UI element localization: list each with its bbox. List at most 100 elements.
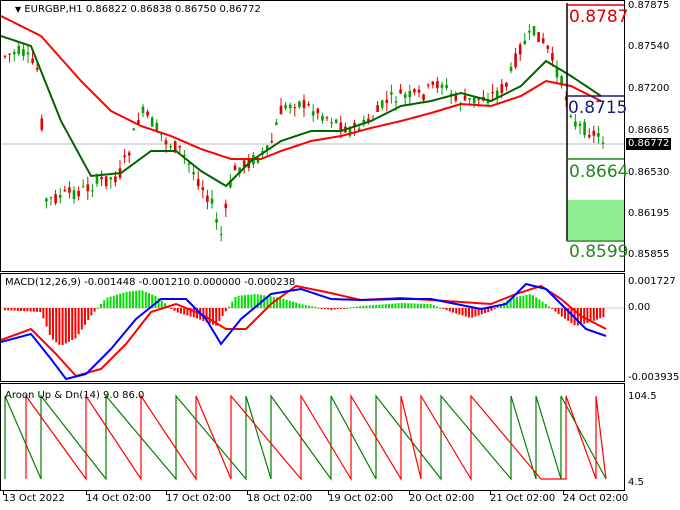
macd-histogram-bar bbox=[391, 303, 394, 308]
macd-histogram-bar bbox=[362, 305, 365, 308]
aroon-axis-label: 4.5 bbox=[628, 477, 644, 488]
macd-histogram-bar bbox=[420, 303, 422, 308]
candle-body bbox=[49, 197, 53, 199]
macd-histogram-bar bbox=[525, 294, 528, 308]
time-axis-tick bbox=[328, 491, 329, 495]
fast-moving-average-line bbox=[1, 35, 602, 188]
candle-body bbox=[353, 122, 356, 128]
macd-histogram-bar bbox=[455, 308, 458, 314]
macd-histogram-bar bbox=[224, 308, 227, 312]
macd-histogram-bar bbox=[320, 308, 323, 309]
candle-body bbox=[45, 198, 48, 202]
macd-histogram-bar bbox=[112, 295, 115, 308]
candle-body bbox=[532, 26, 536, 36]
macd-pane[interactable]: MACD(12,26,9) -0.001448 -0.001210 0.0000… bbox=[0, 273, 625, 382]
candle-body bbox=[293, 107, 297, 109]
candle-body bbox=[150, 117, 154, 127]
candle-body bbox=[551, 52, 554, 61]
macd-histogram-bar bbox=[292, 301, 294, 308]
macd-histogram-bar bbox=[583, 308, 586, 324]
macd-histogram-bar bbox=[157, 298, 160, 308]
macd-histogram-bar bbox=[13, 308, 16, 311]
candle-body bbox=[472, 97, 476, 104]
macd-histogram-bar bbox=[352, 306, 355, 308]
level-bottom-label: 0.8599 bbox=[569, 242, 629, 262]
macd-axis-label: 0.001727 bbox=[628, 276, 676, 287]
price-axis-label: 0.86865 bbox=[628, 125, 670, 136]
macd-histogram-bar bbox=[429, 303, 432, 308]
macd-histogram-bar bbox=[234, 296, 237, 308]
macd-histogram-bar bbox=[61, 308, 64, 346]
level-lower-label: 0.8664 bbox=[569, 162, 629, 182]
candle-body bbox=[58, 194, 62, 198]
candle-body bbox=[265, 145, 269, 150]
macd-value: 0.000000 bbox=[193, 277, 241, 288]
aroon-canvas bbox=[4, 393, 607, 482]
price-chart-pane[interactable]: ▼ EURGBP,H1 0.86822 0.86838 0.86750 0.86… bbox=[0, 0, 629, 272]
price-chart-canvas bbox=[1, 3, 624, 242]
macd-histogram-bar bbox=[58, 308, 61, 345]
macd-histogram-bar bbox=[253, 294, 256, 308]
macd-histogram-bar bbox=[368, 305, 371, 308]
macd-histogram-bar bbox=[176, 308, 179, 313]
candle-body bbox=[403, 94, 407, 98]
ohlc-close: 0.86772 bbox=[219, 4, 261, 15]
time-axis-tick bbox=[490, 491, 491, 495]
macd-histogram-bar bbox=[301, 304, 304, 308]
macd-histogram-bar bbox=[423, 303, 426, 308]
macd-histogram-bar bbox=[448, 308, 451, 312]
macd-histogram-bar bbox=[400, 303, 403, 308]
macd-histogram-bar bbox=[330, 308, 333, 310]
candle-body bbox=[500, 84, 504, 93]
macd-histogram-bar bbox=[119, 293, 122, 308]
candle-body bbox=[495, 90, 499, 98]
candle-body bbox=[523, 40, 527, 45]
candle-body bbox=[3, 55, 7, 57]
time-axis-tick bbox=[86, 491, 87, 495]
candle-body bbox=[477, 98, 481, 100]
aroon-up-line bbox=[4, 394, 607, 481]
macd-histogram-bar bbox=[308, 305, 310, 308]
macd-histogram-bar bbox=[135, 290, 138, 308]
candle-body bbox=[330, 122, 333, 124]
macd-histogram-bar bbox=[586, 308, 589, 323]
candle-body bbox=[26, 52, 30, 55]
time-axis-label: 19 Oct 02:00 bbox=[328, 493, 394, 504]
candle-body bbox=[546, 45, 550, 49]
ohlc-open: 0.86822 bbox=[85, 4, 128, 15]
candle-body bbox=[357, 128, 361, 132]
price-axis-label: 0.87875 bbox=[628, 0, 670, 11]
candle-body bbox=[348, 128, 352, 136]
macd-histogram-bar bbox=[36, 308, 38, 312]
price-axis-label: 0.86195 bbox=[628, 208, 670, 219]
macd-histogram-bar bbox=[564, 308, 566, 319]
candle-body bbox=[408, 91, 412, 98]
candle-body bbox=[426, 84, 430, 86]
macd-histogram-bar bbox=[279, 297, 282, 308]
candle-body bbox=[376, 105, 379, 113]
candle-body bbox=[123, 155, 126, 158]
candle-body bbox=[592, 130, 596, 136]
macd-histogram-bar bbox=[378, 304, 381, 308]
candle-body bbox=[311, 111, 315, 116]
macd-histogram-bar bbox=[426, 303, 429, 308]
macd-histogram-bar bbox=[554, 308, 557, 312]
macd-histogram-bar bbox=[132, 291, 134, 308]
macd-histogram-bar bbox=[116, 294, 118, 308]
macd-histogram-bar bbox=[493, 308, 496, 309]
macd-histogram-bar bbox=[231, 301, 234, 308]
candle-body bbox=[463, 95, 467, 101]
macd-histogram-bar bbox=[480, 308, 483, 315]
macd-histogram-bar bbox=[397, 303, 400, 308]
macd-value: -0.001210 bbox=[138, 277, 190, 288]
candle-body bbox=[238, 167, 241, 174]
macd-histogram-bar bbox=[436, 306, 438, 308]
candle-body bbox=[183, 154, 186, 156]
aroon-pane[interactable]: Aroon Up & Dn(14) 9.0 86.0 bbox=[0, 383, 625, 491]
candle-body bbox=[528, 30, 531, 33]
candle-body bbox=[468, 97, 471, 100]
macd-histogram-bar bbox=[551, 308, 554, 309]
macd-histogram-bar bbox=[180, 308, 182, 314]
candle-body bbox=[334, 119, 338, 123]
candle-body bbox=[229, 180, 232, 188]
